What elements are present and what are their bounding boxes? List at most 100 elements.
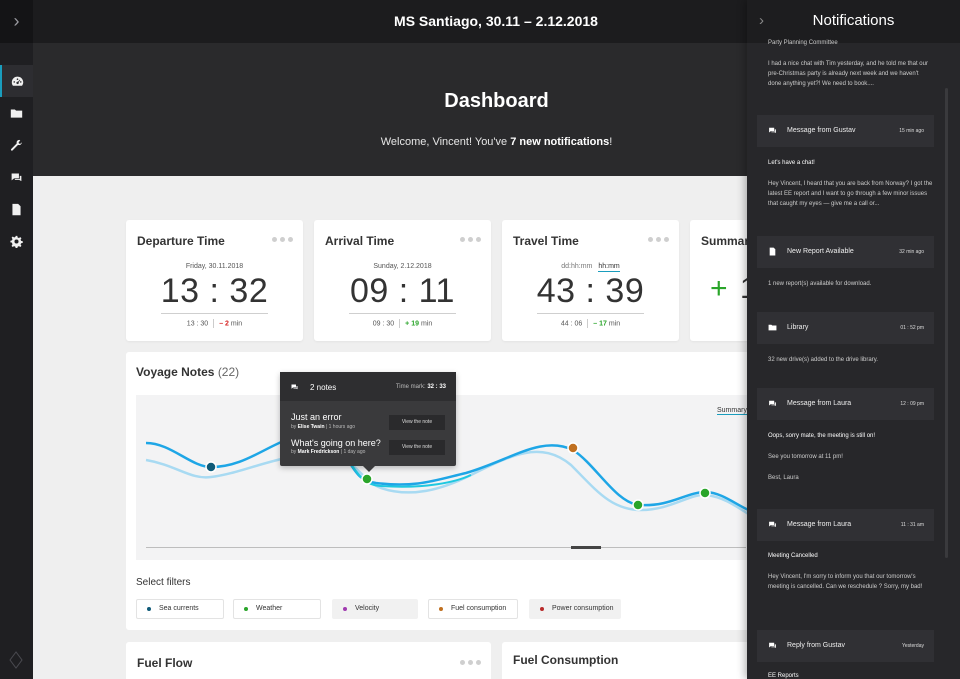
card-title: Fuel Consumption: [513, 653, 619, 667]
note-title: Just an error: [291, 412, 342, 422]
card-title: Fuel Flow: [137, 656, 193, 670]
divider: [537, 313, 644, 314]
chat-icon: [11, 172, 22, 181]
card-title: Departure Time: [137, 234, 225, 248]
card-menu-button[interactable]: [272, 237, 293, 242]
filter-velocity[interactable]: Velocity: [332, 599, 418, 619]
notification-item[interactable]: New Report Available 32 min ago: [757, 236, 934, 268]
notification-item[interactable]: Reply from Gustav Yesterday: [757, 630, 934, 662]
notification-item[interactable]: Message from Laura 12 : 09 pm: [757, 388, 934, 420]
chart-scroll-track[interactable]: [146, 547, 746, 548]
card-title: Travel Time: [513, 234, 579, 248]
voyage-notes-count: (22): [217, 365, 240, 379]
notification-subject: EE Reports: [768, 673, 799, 679]
travel-time-card: Travel Time dd:hh:mm hh:mm 43 : 39 44 : 0…: [502, 220, 679, 341]
filter-sea-currents[interactable]: Sea currents: [136, 599, 224, 619]
card-menu-button[interactable]: [460, 660, 481, 665]
card-menu-button[interactable]: [460, 237, 481, 242]
chat-icon: [291, 384, 298, 390]
tooltip-time-mark: Time mark: 32 : 33: [395, 384, 446, 390]
card-menu-button[interactable]: [648, 237, 669, 242]
format-hh-mm[interactable]: hh:mm: [598, 263, 620, 272]
notification-count[interactable]: 7 new notifications: [510, 136, 610, 148]
note-title: What's going on here?: [291, 438, 381, 448]
notifications-title: Notifications: [812, 12, 895, 29]
chat-icon: [769, 127, 776, 134]
view-note-button[interactable]: View the note: [389, 440, 445, 455]
notification-body: Hey Vincent, I'm sorry to inform you tha…: [768, 574, 923, 590]
notification-subject: Meeting Cancelled: [768, 553, 818, 559]
notification-body: Hey Vincent, I heard that you are back f…: [768, 181, 933, 207]
travel-time-value: 43 : 39: [536, 272, 645, 310]
departure-time-value: 13 : 32: [160, 272, 269, 310]
marker-weather-3: [699, 487, 711, 499]
arrival-time-card: Arrival Time Sunday, 2.12.2018 09 : 11 0…: [314, 220, 491, 341]
notification-body: I had a nice chat with Tim yesterday, an…: [768, 61, 928, 87]
tooltip-count: 2 notes: [310, 383, 337, 392]
series-line-main: [145, 432, 759, 515]
gauge-icon: [11, 76, 24, 86]
notification-body: Best, Laura: [768, 475, 799, 481]
chat-icon: [769, 521, 776, 528]
document-icon: [769, 247, 776, 256]
voyage-notes-card: Voyage Notes (22) Summary Select filters…: [126, 352, 759, 630]
notes-tooltip: 2 notes Time mark: 32 : 33 Just an error…: [280, 372, 456, 472]
marker-sea-currents: [205, 461, 217, 473]
wrench-icon: [10, 139, 22, 151]
format-dd-hh-mm[interactable]: dd:hh:mm: [561, 263, 593, 270]
expand-sidebar-button[interactable]: ›: [0, 0, 33, 43]
chart-scroll-thumb[interactable]: [571, 546, 601, 549]
notification-subject: Oops, sorry mate, the meeting is still o…: [768, 433, 876, 439]
departure-date: Friday, 30.11.2018: [185, 263, 244, 270]
logo-icon: [9, 651, 23, 669]
tooltip-header: 2 notes Time mark: 32 : 33: [280, 372, 456, 401]
notification-item[interactable]: Message from Laura 11 : 31 am: [757, 509, 934, 541]
arrival-date: Sunday, 2.12.2018: [373, 263, 432, 270]
page-title: Dashboard: [444, 90, 549, 112]
close-panel-icon[interactable]: ›: [759, 12, 764, 29]
series-line-cyan: [340, 449, 472, 488]
note-author: by Mark Fredrickson | 1 day ago: [291, 449, 366, 455]
view-note-button[interactable]: View the note: [389, 415, 445, 430]
summary-link[interactable]: Summary: [717, 407, 747, 415]
notifications-header: › Notifications: [747, 0, 960, 43]
summary-sign: +: [710, 272, 728, 305]
welcome-message: Welcome, Vincent! You've 7 new notificat…: [380, 136, 613, 148]
folder-icon: [10, 108, 23, 118]
arrival-delta: 09 : 30 + 19 min: [372, 319, 433, 328]
divider: [349, 313, 456, 314]
sidebar-item-reports[interactable]: [0, 193, 33, 225]
sidebar-item-messages[interactable]: [0, 161, 33, 193]
notification-body: 32 new drive(s) added to the drive libra…: [768, 357, 878, 363]
filter-power-consumption[interactable]: Power consumption: [529, 599, 621, 619]
notifications-scrollbar[interactable]: [945, 88, 948, 558]
divider: [161, 313, 268, 314]
fuel-flow-card: Fuel Flow: [126, 642, 491, 679]
notification-subject: Let's have a chat!: [768, 160, 815, 166]
chevron-right-icon: ›: [13, 11, 20, 31]
sidebar: [0, 43, 33, 679]
sidebar-item-folders[interactable]: [0, 97, 33, 129]
card-title: Arrival Time: [325, 234, 395, 248]
filters-title: Select filters: [136, 577, 191, 588]
sidebar-item-tools[interactable]: [0, 129, 33, 161]
marker-weather-2: [632, 499, 644, 511]
notifications-panel: › Notifications Party Planning Committee…: [747, 0, 960, 679]
filter-fuel-consumption[interactable]: Fuel consumption: [428, 599, 518, 619]
sidebar-item-dashboard[interactable]: [0, 65, 33, 97]
fuel-consumption-card: Fuel Consumption: [502, 642, 758, 679]
filter-weather[interactable]: Weather: [233, 599, 321, 619]
document-icon: [12, 203, 21, 215]
voyage-notes-title: Voyage Notes (22): [136, 365, 240, 379]
notification-item[interactable]: Library 01 : 52 pm: [757, 312, 934, 344]
notification-item[interactable]: Message from Gustav 15 min ago: [757, 115, 934, 147]
notification-body: 1 new report(s) available for download.: [768, 281, 872, 287]
marker-weather: [361, 473, 373, 485]
chat-icon: [769, 400, 776, 407]
time-format-toggle: dd:hh:mm hh:mm: [502, 263, 679, 272]
departure-delta: 13 : 30– 2 min: [186, 319, 243, 328]
chat-icon: [769, 642, 776, 649]
sidebar-item-settings[interactable]: [0, 225, 33, 257]
notification-body: See you tomorrow at 11 pm!: [768, 454, 843, 460]
voyage-title: MS Santiago, 30.11 – 2.12.2018: [394, 13, 598, 29]
